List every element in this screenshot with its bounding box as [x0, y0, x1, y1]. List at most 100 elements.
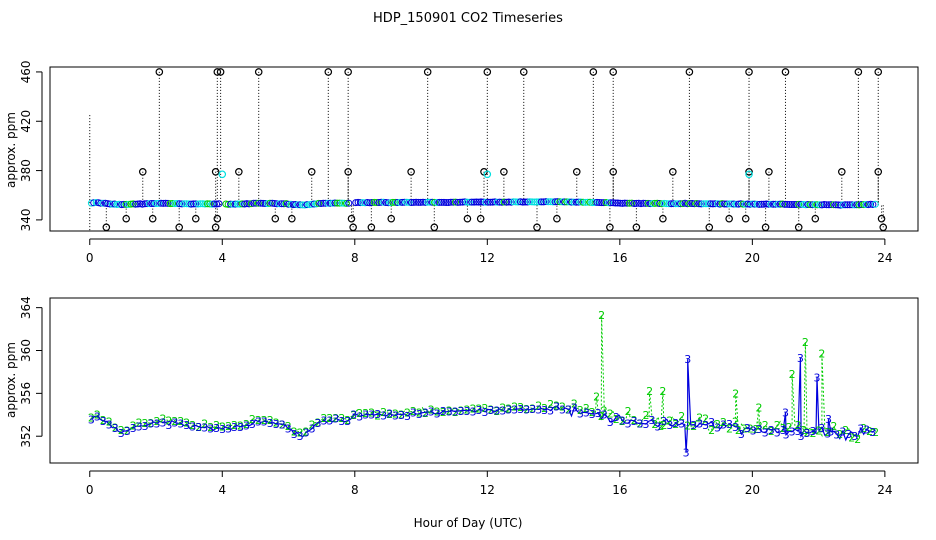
baseline-point — [758, 200, 766, 208]
baseline-point — [653, 199, 661, 207]
series-2-marker: 2 — [872, 426, 879, 439]
y-tick-label: 380 — [19, 159, 33, 182]
series-2-marker: 2 — [380, 406, 387, 419]
series-3-marker: 3 — [553, 401, 560, 414]
baseline-point — [472, 198, 480, 206]
baseline-point — [797, 200, 805, 208]
series-3-marker: 3 — [470, 405, 477, 418]
baseline-point — [725, 200, 733, 208]
baseline-point — [173, 200, 181, 207]
series-3-marker: 3 — [613, 411, 620, 424]
baseline-point — [503, 198, 510, 206]
series-2-marker: 2 — [637, 417, 644, 430]
baseline-point — [331, 199, 339, 207]
outliers_low-point — [175, 223, 184, 232]
series-3-marker: 3 — [683, 446, 690, 459]
series-3-marker: 3 — [380, 410, 387, 423]
series-3-marker: 3 — [851, 430, 858, 443]
series-2-marker: 2 — [547, 398, 554, 411]
baseline-point — [317, 200, 325, 207]
series-3-marker: 3 — [750, 424, 757, 437]
baseline-point — [215, 200, 223, 208]
series-2-marker: 2 — [565, 403, 572, 416]
series-3-marker: 3 — [857, 423, 864, 436]
baseline-point — [294, 201, 302, 209]
series-3-marker: 3 — [171, 417, 178, 430]
baseline-point — [862, 201, 870, 208]
baseline-point — [554, 198, 561, 206]
baseline-point — [138, 200, 146, 208]
series-3-marker: 3 — [818, 422, 825, 435]
baseline-point — [171, 200, 179, 208]
baseline-point — [266, 199, 274, 207]
series-2-marker: 2 — [362, 407, 369, 420]
baseline-point — [744, 200, 752, 208]
baseline-point — [792, 201, 800, 208]
series-2-marker: 2 — [154, 415, 161, 428]
baseline-point — [711, 200, 719, 208]
series-3-marker: 3 — [201, 422, 208, 435]
baseline-point — [169, 200, 177, 207]
series-3-marker: 3 — [297, 430, 304, 443]
series-3-marker: 3 — [714, 422, 721, 435]
baseline-point — [609, 199, 617, 207]
baseline-point — [445, 199, 453, 206]
baseline-point — [108, 200, 116, 208]
baseline-point — [544, 198, 552, 206]
series-2-marker: 2 — [523, 403, 530, 416]
baseline-point — [308, 200, 316, 208]
baseline-point — [535, 198, 543, 206]
baseline-point — [769, 200, 777, 208]
series-3-marker: 3 — [183, 419, 190, 432]
series-3-marker: 3 — [798, 430, 805, 443]
series-3-marker: 3 — [782, 407, 789, 420]
baseline-point — [250, 199, 258, 207]
series-3-marker: 3 — [571, 401, 578, 414]
baseline-point — [547, 198, 555, 206]
baseline-point — [496, 198, 504, 206]
series-3-marker: 3 — [702, 419, 709, 432]
baseline-point — [809, 201, 817, 209]
baseline-point — [261, 200, 269, 207]
cyan-flag-point — [745, 170, 753, 179]
series-3-marker: 3 — [189, 420, 196, 433]
baseline-point — [816, 201, 824, 209]
baseline-point — [470, 198, 478, 206]
series-2-marker: 2 — [88, 412, 95, 425]
baseline-point — [556, 198, 564, 206]
baseline-point — [751, 200, 759, 208]
baseline-point — [435, 198, 443, 206]
baseline-point — [166, 200, 174, 208]
baseline-point — [157, 199, 165, 207]
baseline-point — [486, 198, 494, 206]
baseline-point — [637, 200, 645, 208]
baseline-point — [660, 199, 668, 207]
baseline-point — [772, 200, 779, 208]
x-tick-label: 16 — [612, 251, 627, 265]
baseline-point — [823, 201, 831, 209]
series-2-marker: 2 — [177, 415, 184, 428]
series-2-marker: 2 — [593, 391, 600, 404]
outliers_mid-point — [138, 168, 147, 176]
baseline-point — [500, 198, 508, 206]
series-3-marker: 3 — [267, 417, 274, 430]
series-2-marker: 2 — [795, 419, 802, 432]
outliers_high-point — [254, 68, 263, 76]
series-3-marker: 3 — [541, 404, 548, 417]
outliers_mid-point — [745, 168, 753, 176]
series-2-marker: 2 — [672, 418, 679, 431]
series-3-marker: 3 — [321, 415, 328, 428]
baseline-point — [549, 198, 557, 206]
baseline-point — [741, 200, 749, 208]
baseline-point — [625, 199, 633, 207]
series-3-markers: 3 33 3 33 3 33 33 3 33 3 33 3 33 33 3 33 3 33 33 3 33 3 33 3 33 3… — [88, 352, 876, 459]
baseline-point — [732, 200, 740, 208]
outliers_high-point — [216, 68, 225, 76]
y-tick-label: 460 — [19, 60, 33, 83]
series-3-marker: 3 — [643, 418, 650, 431]
y-tick-label: 340 — [19, 208, 33, 231]
series-2-marker: 2 — [535, 400, 542, 413]
baseline-point — [542, 198, 550, 206]
series-2-marker: 2 — [762, 419, 769, 432]
